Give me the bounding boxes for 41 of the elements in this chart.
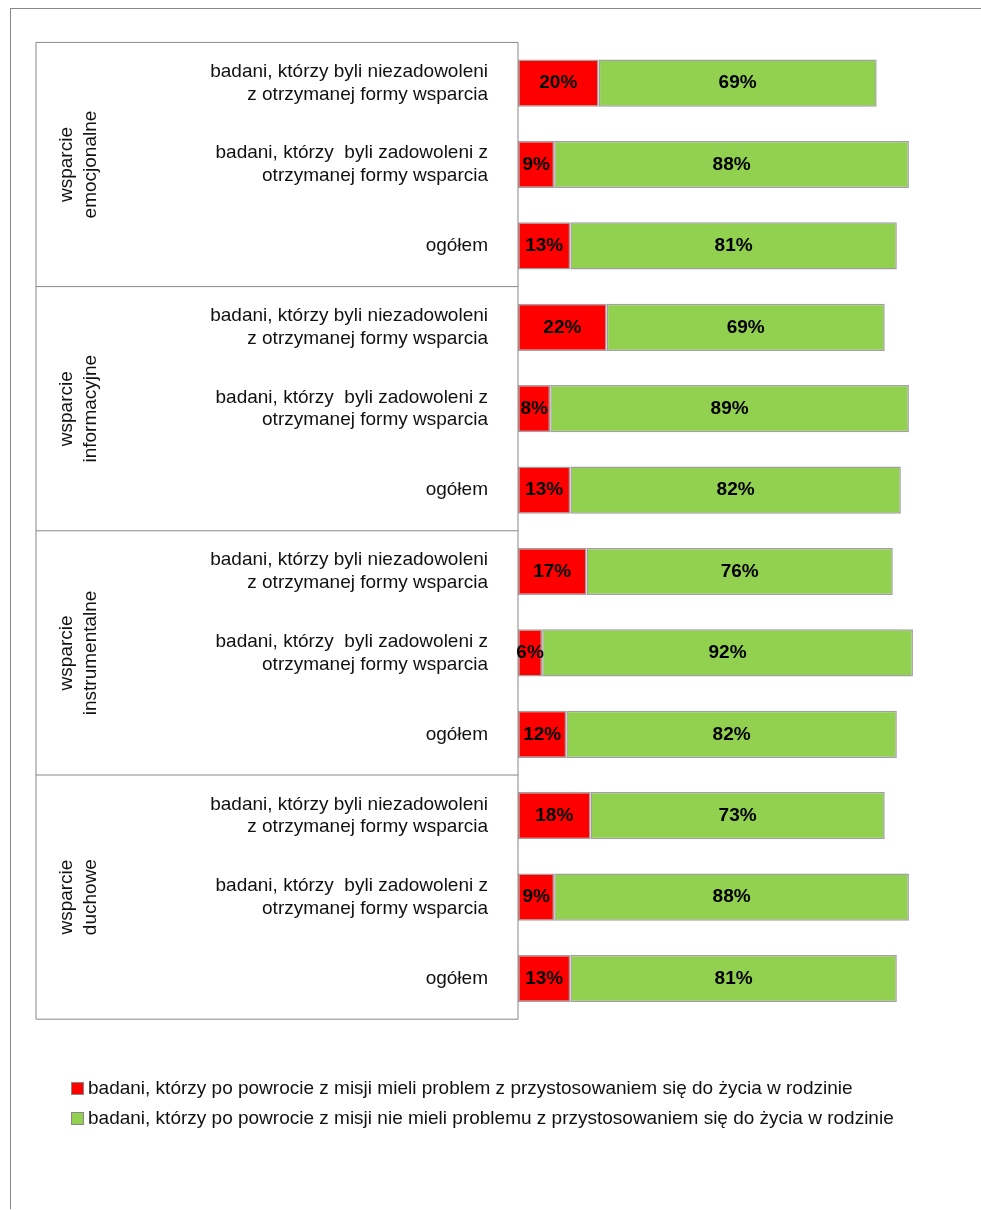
data-label: 13% — [525, 966, 564, 988]
text: wsparcie instrumentalne — [55, 590, 101, 716]
y-tick-label: badani, którzy byli zadowoleni z otrzymanej formy wsparcia — [215, 141, 489, 186]
y-tick-label: ogółem — [425, 966, 488, 988]
data-label: 13% — [525, 478, 564, 500]
data-label: 8% — [520, 396, 548, 418]
y-tick-label: badani, którzy byli niezadowoleni z otrzymanej formy wsparcia — [210, 59, 489, 104]
data-label: 81% — [714, 966, 753, 988]
legend-label: badani, którzy po powrocie z misji mieli problem z przystosowaniem się do życia w rodzinie — [88, 1076, 853, 1100]
data-label: 13% — [525, 234, 564, 256]
data-label: 81% — [714, 234, 753, 256]
data-label: 17% — [533, 559, 572, 581]
data-label: 88% — [712, 152, 751, 174]
y-tick-label: ogółem — [425, 234, 488, 256]
data-label: 82% — [712, 722, 751, 744]
y-tick-label: badani, którzy byli niezadowoleni z otrzymanej formy wsparcia — [210, 304, 489, 348]
data-label: 92% — [708, 641, 747, 663]
y-tick-label: badani, którzy byli zadowoleni z otrzymanej formy wsparcia — [215, 629, 489, 674]
legend-label: badani, którzy po powrocie z misji nie mieli problemu z przystosowaniem się do życia w rodzinie — [88, 1106, 894, 1130]
data-label: 9% — [522, 152, 550, 174]
y-tick-label: ogółem — [425, 722, 488, 744]
text: wsparcie emocjonalne — [55, 110, 101, 219]
y-tick-label: badani, którzy byli zadowoleni z otrzymanej formy wsparcia — [215, 873, 489, 918]
data-label: 18% — [535, 803, 574, 825]
data-label: 69% — [718, 71, 757, 93]
text: wsparcie informacyjne — [55, 354, 101, 463]
y-tick-label: ogółem — [425, 478, 488, 500]
data-label: 88% — [712, 885, 751, 907]
text: wsparcie duchowe — [55, 859, 101, 936]
data-label: 22% — [543, 315, 582, 337]
y-tick-label: badani, którzy byli zadowoleni z otrzymanej formy wsparcia — [215, 385, 489, 430]
data-label: 89% — [710, 396, 749, 418]
data-label: 12% — [523, 722, 562, 744]
data-label: 20% — [539, 71, 578, 93]
y-tick-label: badani, którzy byli niezadowoleni z otrzymanej formy wsparcia — [210, 792, 489, 837]
y-tick-label: badani, którzy byli niezadowoleni z otrzymanej formy wsparcia — [210, 548, 489, 593]
data-label: 76% — [720, 559, 759, 581]
data-label: 9% — [522, 885, 550, 907]
data-label: 73% — [718, 803, 757, 825]
data-label: 69% — [726, 315, 765, 337]
data-label: 82% — [716, 478, 755, 500]
